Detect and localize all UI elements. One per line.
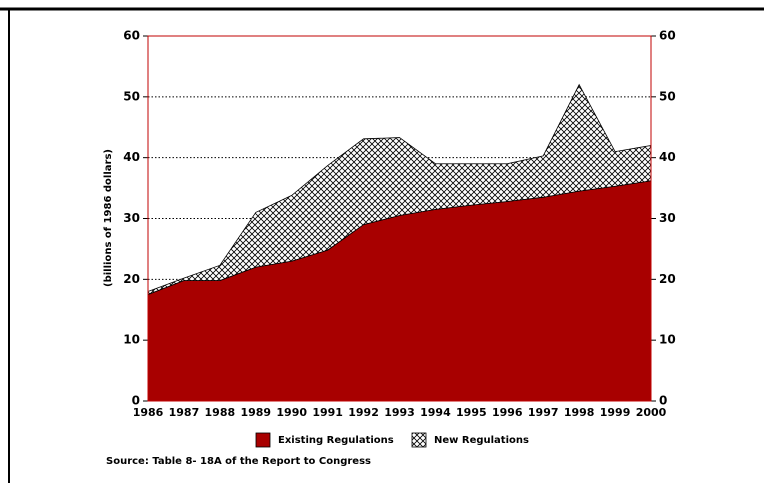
x-tick-label: 1991 xyxy=(312,406,343,419)
y-tick-label: 60 xyxy=(123,29,140,43)
y-tick-label: 0 xyxy=(132,394,140,408)
x-tick-label: 1996 xyxy=(492,406,523,419)
source: Source: Table 8- 18A of the Report to Co… xyxy=(106,456,371,467)
x-tick-label: 1997 xyxy=(528,406,559,419)
y-tick-label: 30 xyxy=(123,211,140,225)
x-tick-label: 1998 xyxy=(564,406,595,419)
plot-border xyxy=(147,35,652,402)
y-tick-label: 50 xyxy=(123,89,140,103)
x-tick-label: 1990 xyxy=(276,406,307,419)
legend-swatch xyxy=(255,432,271,448)
y-tick-label: 40 xyxy=(123,150,140,164)
y2-tick-label: 10 xyxy=(659,333,676,347)
x-tick-label: 1988 xyxy=(205,406,236,419)
y2-tick-label: 20 xyxy=(659,272,676,286)
x-tick-label: 1995 xyxy=(456,406,487,419)
x-tick-label: 2000 xyxy=(636,406,667,419)
y2-tick-label: 40 xyxy=(659,150,676,164)
x-tick-label: 1992 xyxy=(348,406,379,419)
x-tick-label: 1993 xyxy=(384,406,415,419)
legend-swatch xyxy=(411,432,427,448)
y2-tick-label: 0 xyxy=(659,394,667,408)
x-tick-label: 1994 xyxy=(420,406,451,419)
y2-tick-label: 30 xyxy=(659,211,676,225)
y-axis-label: (billions of 1986 dollars) xyxy=(103,149,114,287)
y-tick-label: 20 xyxy=(123,272,140,286)
y2-tick-label: 60 xyxy=(659,29,676,43)
x-tick-label: 1987 xyxy=(169,406,200,419)
y2-tick-label: 50 xyxy=(659,89,676,103)
x-tick-label: 1989 xyxy=(240,406,271,419)
y-tick-label: 10 xyxy=(123,333,140,347)
x-tick-label: 1999 xyxy=(600,406,631,419)
x-tick-label: 1986 xyxy=(133,406,164,419)
legend-label: Existing Regulations xyxy=(278,435,394,446)
legend-label: New Regulations xyxy=(434,435,529,446)
